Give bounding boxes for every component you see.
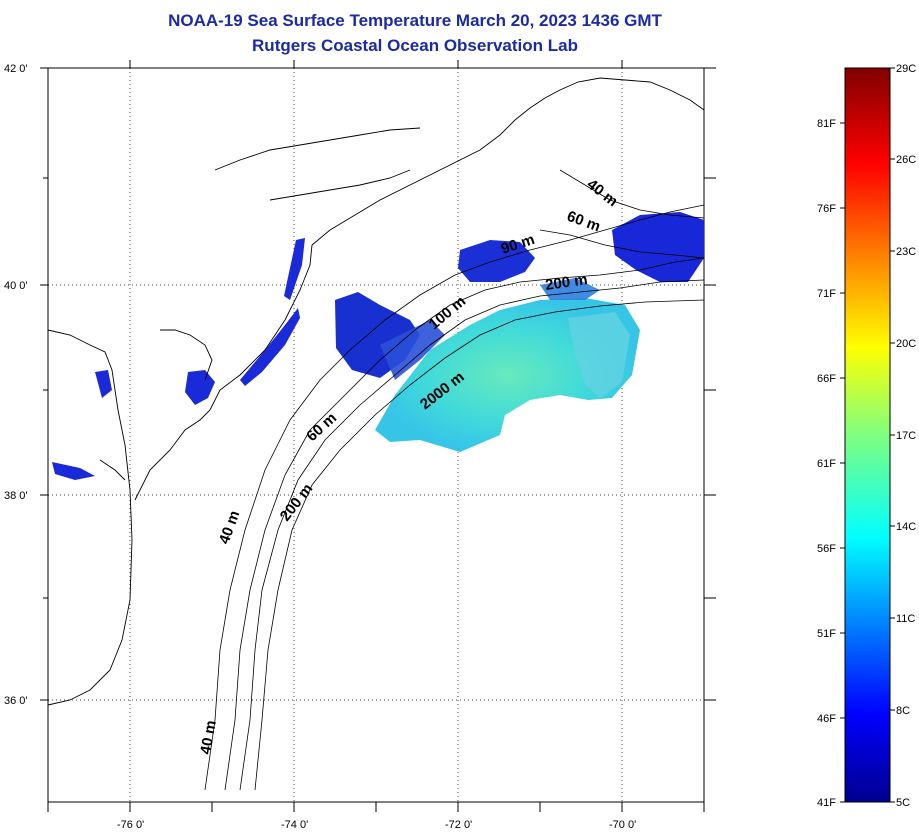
lon-label: -72 0' [445,819,472,831]
depth-contours [204,169,705,791]
grid [48,68,704,802]
lon-label: -76 0' [117,819,144,831]
plot-frame [47,67,705,803]
colorbar-fahrenheit-label: 61F [817,458,836,470]
lat-label: 42 0' [4,63,28,75]
colorbar-fahrenheit-label: 46F [817,713,836,725]
coastline [47,77,705,706]
lon-label: -74 0' [281,819,308,831]
depth-label: 200 m [544,271,588,294]
lat-label: 36 0' [4,695,28,707]
colorbar-celsius-label: 14C [896,521,916,533]
colorbar-celsius-label: 29C [896,63,916,75]
colorbar-celsius-label: 26C [896,154,916,166]
colorbar-celsius-label: 5C [896,797,910,809]
colorbar-fahrenheit-label: 71F [817,288,836,300]
colorbar-fahrenheit-label: 76F [817,203,836,215]
colorbar-fahrenheit-label: 41F [817,797,836,809]
colorbar-celsius-label: 23C [896,246,916,258]
colorbar-fahrenheit-label: 56F [817,543,836,555]
axis-ticks [40,60,716,812]
depth-label: 40 m [197,719,220,756]
lat-label: 40 0' [4,280,28,292]
map-subtitle: Rutgers Coastal Ocean Observation Lab [252,36,578,55]
colorbar-fahrenheit-label: 51F [817,628,836,640]
colorbar: 29C 26C 23C 20C 17C 14C 11C 8C 5C 81F 76… [817,63,916,809]
colorbar-fahrenheit-label: 66F [817,373,836,385]
lon-label: -70 0' [609,819,636,831]
colorbar-celsius-label: 17C [896,430,916,442]
colorbar-celsius-label: 20C [896,338,916,350]
map-title: NOAA-19 Sea Surface Temperature March 20… [168,11,662,30]
colorbar-fahrenheit-label: 81F [817,118,836,130]
colorbar-celsius-label: 11C [896,613,915,625]
lat-label: 38 0' [4,490,28,502]
colorbar-celsius-label: 8C [896,705,910,717]
colorbar-scale [844,67,891,803]
